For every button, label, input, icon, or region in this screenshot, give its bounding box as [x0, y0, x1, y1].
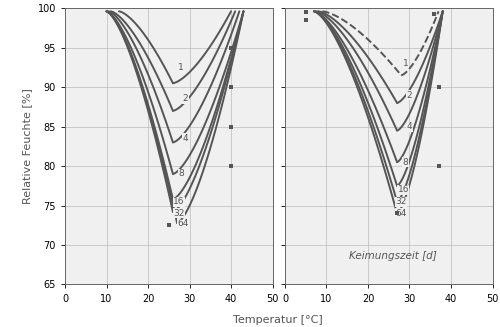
Text: 2: 2 — [182, 95, 188, 103]
Text: Keimungszeit [d]: Keimungszeit [d] — [349, 251, 437, 261]
Text: 1: 1 — [402, 59, 408, 68]
Text: 16: 16 — [174, 197, 185, 206]
Text: Temperatur [°C]: Temperatur [°C] — [232, 315, 322, 325]
Text: 8: 8 — [178, 169, 184, 179]
Text: 64: 64 — [396, 209, 407, 218]
Text: 32: 32 — [396, 197, 407, 206]
Text: 64: 64 — [178, 219, 189, 228]
Text: 1: 1 — [178, 63, 184, 72]
Text: 2: 2 — [406, 91, 412, 99]
Text: 16: 16 — [398, 185, 409, 194]
Text: 4: 4 — [182, 134, 188, 143]
Text: 32: 32 — [174, 209, 185, 218]
Text: 8: 8 — [402, 158, 408, 167]
Y-axis label: Relative Feuchte [%]: Relative Feuchte [%] — [22, 88, 32, 204]
Text: 4: 4 — [406, 122, 412, 131]
